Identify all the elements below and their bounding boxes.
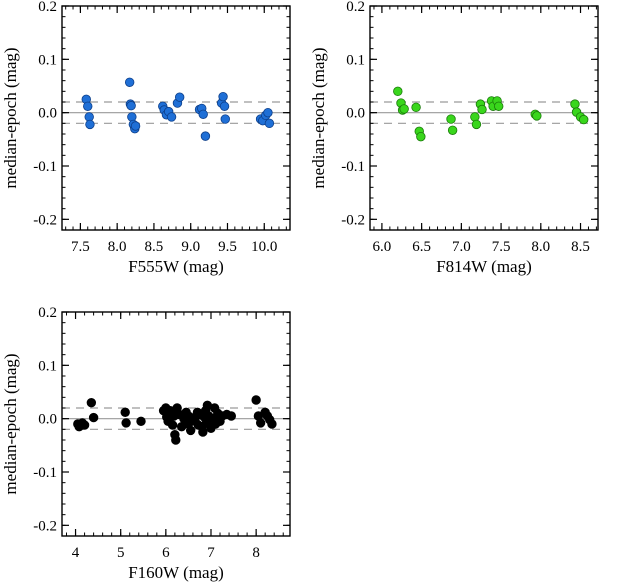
data-point	[136, 416, 146, 427]
x-tick-label: 8.5	[145, 239, 164, 255]
y-tick-label: 0.2	[346, 0, 365, 15]
y-tick-label: 0.1	[38, 52, 57, 68]
y-tick-label: 0.0	[346, 106, 365, 122]
data-point	[121, 418, 131, 428]
x-tick-label: 5	[117, 545, 125, 561]
data-point	[85, 119, 95, 130]
x-tick-label: 9.5	[218, 239, 237, 255]
x-tick-label: 9.0	[181, 239, 200, 255]
y-tick-label: 0.0	[38, 412, 57, 428]
data-point	[166, 112, 177, 122]
x-axis-label: F555W (mag)	[128, 257, 224, 276]
data-point	[411, 102, 421, 113]
y-axis-label: median-epoch (mag)	[1, 47, 20, 188]
data-point	[79, 420, 90, 430]
x-tick-label: 8.0	[108, 239, 127, 255]
panel-3: 4 5 6 7 8 -0.2 -0.1 0.0 0.1 0.2 F160W (mag) median-…	[1, 305, 291, 582]
data-point	[126, 101, 136, 111]
data-point	[570, 99, 580, 109]
data-point	[174, 92, 185, 102]
data-point	[251, 395, 261, 405]
data-point	[493, 101, 504, 111]
y-tick-label: 0.0	[38, 106, 57, 122]
y-tick-label: -0.2	[341, 212, 365, 228]
x-tick-label: 7.5	[71, 239, 90, 255]
y-tick-label: 0.2	[38, 0, 57, 15]
y-tick-label: -0.2	[33, 518, 57, 534]
data-point	[120, 407, 130, 417]
y-tick-label: 0.1	[38, 358, 57, 374]
data-point	[446, 114, 456, 124]
data-point	[130, 121, 141, 131]
x-tick-label: 6.0	[373, 239, 392, 255]
data-point	[579, 114, 589, 125]
y-axis-label: median-epoch (mag)	[309, 47, 328, 188]
x-tick-label: 8	[252, 545, 260, 561]
x-tick-label: 8.5	[571, 239, 590, 255]
data-point	[447, 125, 458, 135]
data-point	[198, 427, 208, 437]
data-point	[263, 107, 273, 118]
x-tick-label: 4	[72, 545, 80, 561]
x-tick-label: 8.0	[531, 239, 550, 255]
y-tick-label: -0.2	[33, 212, 57, 228]
x-axis-label: F160W (mag)	[128, 563, 224, 582]
panel-2: 6.0 6.5 7.0 7.5 8.0 8.5 -0.2 -0.1 0.0 0.1 0.2 F814W…	[309, 0, 599, 276]
data-point	[88, 412, 99, 423]
data-point	[219, 101, 230, 111]
x-tick-label: 10.0	[251, 239, 277, 255]
y-tick-label: 0.2	[38, 305, 57, 321]
y-tick-label: -0.1	[341, 159, 365, 175]
plot-frame	[61, 311, 291, 537]
x-tick-label: 6	[162, 545, 170, 561]
y-axis-label: median-epoch (mag)	[1, 353, 20, 494]
data-point	[264, 118, 275, 129]
data-point	[532, 111, 542, 121]
data-point	[167, 420, 178, 430]
data-point	[399, 104, 409, 114]
data-point	[393, 86, 403, 97]
data-point	[471, 119, 482, 130]
x-tick-label: 6.5	[412, 239, 431, 255]
data-point	[200, 131, 211, 141]
data-point	[226, 411, 237, 421]
x-tick-label: 7.5	[492, 239, 511, 255]
data-point	[218, 91, 228, 102]
y-tick-label: 0.1	[346, 52, 365, 68]
x-axis-label: F814W (mag)	[436, 257, 532, 276]
data-point	[198, 109, 208, 119]
data-point	[477, 104, 487, 115]
x-tick-label: 7.0	[452, 239, 471, 255]
data-point	[185, 425, 196, 436]
data-point	[171, 435, 181, 445]
data-point	[220, 114, 230, 124]
data-point	[255, 418, 266, 428]
y-tick-label: -0.1	[33, 465, 57, 481]
data-point	[124, 77, 135, 87]
plot-frame	[369, 5, 599, 231]
y-tick-label: -0.1	[33, 159, 57, 175]
x-tick-label: 7	[207, 545, 215, 561]
panel-1: 7.5 8.0 8.5 9.0 9.5 10.0 -0.2 -0.1 0.0 0.1 0.2 F555…	[1, 0, 291, 276]
data-point	[86, 397, 97, 408]
data-point	[83, 101, 93, 111]
data-point	[416, 131, 426, 142]
data-point	[267, 419, 277, 429]
